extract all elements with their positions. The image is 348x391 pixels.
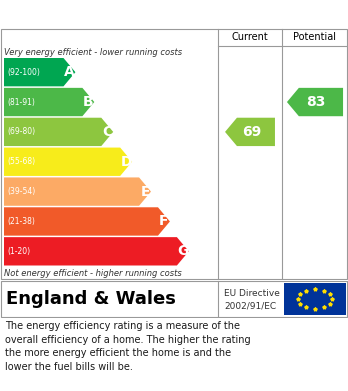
Polygon shape [4, 147, 132, 176]
Text: (39-54): (39-54) [7, 187, 35, 196]
Polygon shape [4, 118, 113, 146]
Text: A: A [64, 65, 75, 79]
Text: Current: Current [232, 32, 268, 42]
Text: E: E [140, 185, 150, 199]
Polygon shape [287, 88, 343, 116]
Text: Not energy efficient - higher running costs: Not energy efficient - higher running co… [4, 269, 182, 278]
Polygon shape [4, 58, 76, 86]
Polygon shape [4, 237, 189, 265]
Text: Very energy efficient - lower running costs: Very energy efficient - lower running co… [4, 48, 182, 57]
Text: G: G [177, 244, 189, 258]
Text: (92-100): (92-100) [7, 68, 40, 77]
Text: D: D [120, 155, 132, 169]
Text: Potential: Potential [293, 32, 337, 42]
Text: EU Directive: EU Directive [224, 289, 280, 298]
Polygon shape [4, 207, 170, 236]
Text: 83: 83 [306, 95, 326, 109]
Text: Energy Efficiency Rating: Energy Efficiency Rating [9, 7, 230, 22]
Polygon shape [4, 88, 94, 116]
Text: (21-38): (21-38) [7, 217, 35, 226]
Text: England & Wales: England & Wales [6, 290, 176, 308]
Text: (81-91): (81-91) [7, 97, 35, 106]
Polygon shape [225, 118, 275, 146]
Text: 2002/91/EC: 2002/91/EC [224, 301, 276, 310]
Text: 69: 69 [242, 125, 261, 139]
Text: B: B [83, 95, 94, 109]
Text: (69-80): (69-80) [7, 127, 35, 136]
Text: F: F [159, 215, 169, 228]
Text: The energy efficiency rating is a measure of the
overall efficiency of a home. T: The energy efficiency rating is a measur… [5, 321, 251, 372]
Polygon shape [4, 178, 151, 206]
Bar [284, 283, 346, 315]
Text: C: C [102, 125, 112, 139]
Text: (55-68): (55-68) [7, 157, 35, 166]
Text: (1-20): (1-20) [7, 247, 30, 256]
